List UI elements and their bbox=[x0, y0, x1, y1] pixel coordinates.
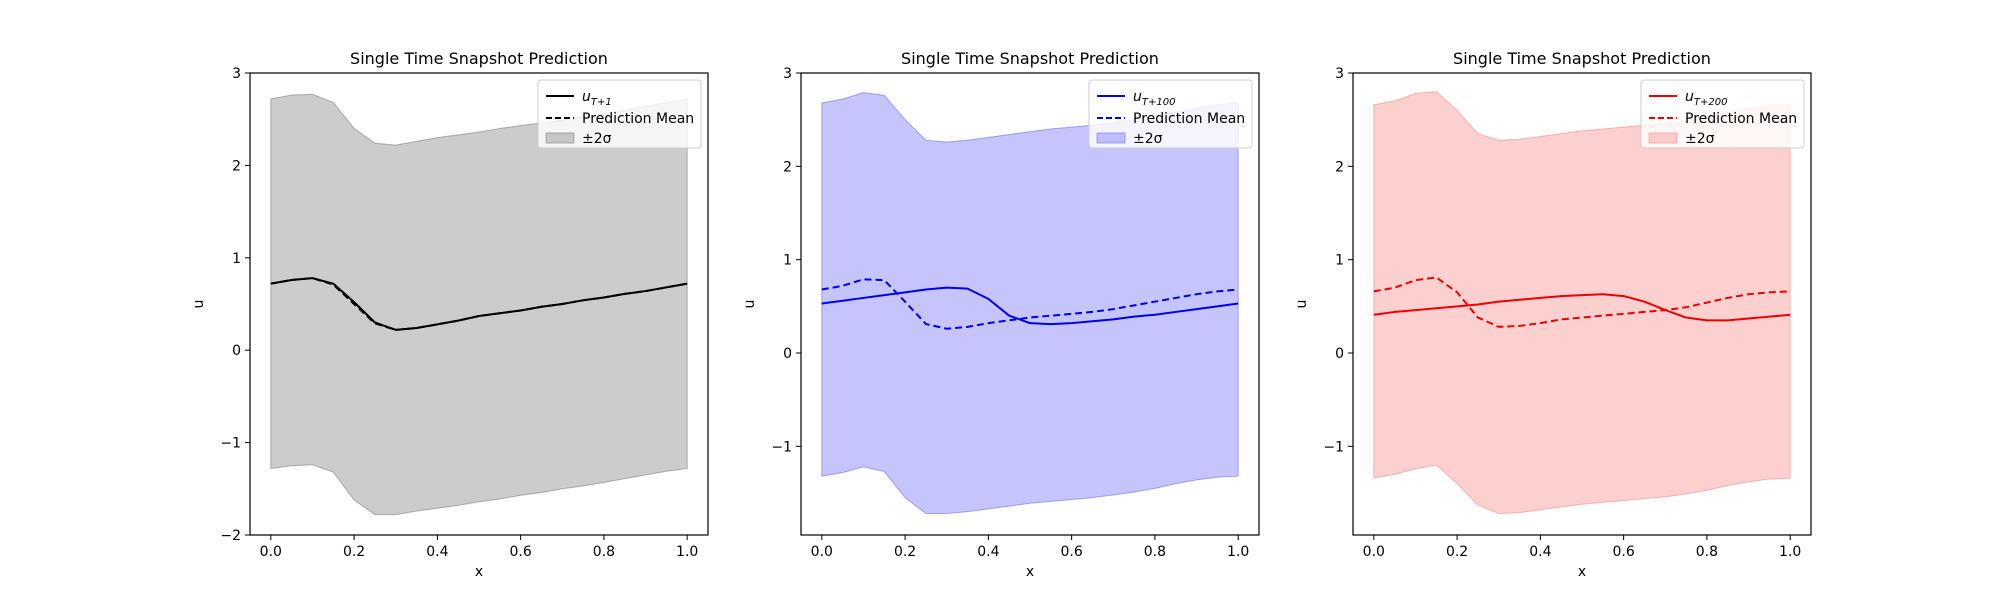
x-tick-label: 0.8 bbox=[1696, 544, 1718, 560]
truth-line bbox=[821, 286, 1239, 326]
legend: uT+200 Prediction Mean ±2σ bbox=[1640, 79, 1805, 149]
y-tick-label: 3 bbox=[783, 66, 792, 82]
legend-truth-label: uT+1 bbox=[582, 89, 612, 108]
legend-truth-label: uT+200 bbox=[1685, 89, 1727, 108]
x-tick-label: 0.4 bbox=[1529, 544, 1551, 560]
x-tick-label: 0.2 bbox=[894, 544, 916, 560]
y-tick-label: 1 bbox=[783, 253, 792, 269]
legend-box bbox=[1088, 79, 1253, 149]
legend: uT+100 Prediction Mean ±2σ bbox=[1088, 79, 1253, 149]
y-tick-label: −1 bbox=[220, 436, 241, 452]
y-tick-label: −1 bbox=[1323, 439, 1344, 455]
legend-truth-subscript: T+1 bbox=[591, 97, 612, 108]
x-tick-label: 0.2 bbox=[343, 544, 365, 560]
uncertainty-band bbox=[821, 92, 1239, 515]
y-tick-label: 2 bbox=[1335, 159, 1344, 175]
plot-frame bbox=[249, 72, 709, 536]
prediction-mean-line bbox=[270, 277, 688, 331]
uncertainty-band bbox=[1373, 91, 1791, 515]
prediction-mean-line bbox=[1373, 276, 1791, 328]
chart-title: Single Time Snapshot Prediction bbox=[1453, 49, 1711, 68]
legend-truth-subscript: T+100 bbox=[1142, 97, 1176, 108]
legend-mean-label: Prediction Mean bbox=[1685, 111, 1797, 127]
y-tick-label: 2 bbox=[232, 158, 241, 174]
legend-truth-subscript: T+200 bbox=[1694, 97, 1728, 108]
x-tick-label: 0.2 bbox=[1446, 544, 1468, 560]
truth-line bbox=[1373, 293, 1791, 322]
plot-frame bbox=[1352, 72, 1812, 536]
legend-band-label: ±2σ bbox=[582, 131, 612, 147]
x-tick-label: 0.6 bbox=[510, 544, 532, 560]
legend-truth-symbol: u bbox=[1133, 89, 1142, 105]
prediction-mean-line bbox=[821, 278, 1239, 330]
x-tick-label: 1.0 bbox=[676, 544, 698, 560]
y-tick-label: −1 bbox=[771, 439, 792, 455]
plot-frame bbox=[800, 72, 1260, 536]
y-tick-label: 1 bbox=[232, 251, 241, 267]
y-tick-label: 0 bbox=[232, 343, 241, 359]
legend-mean-label: Prediction Mean bbox=[1133, 111, 1245, 127]
y-tick-label: 3 bbox=[1335, 66, 1344, 82]
x-axis-label: x bbox=[1026, 564, 1034, 580]
legend-mean-label: Prediction Mean bbox=[582, 111, 694, 127]
chart-panel-3: 0.0 0.2 0.4 0.6 0.8 1.0 −1 0 1 2 3 Single Time Snap… bbox=[1294, 49, 1812, 580]
chart-panel-1: 0.0 0.2 0.4 0.6 0.8 1.0 −2 −1 0 1 2 3 Single Time Sn… bbox=[191, 49, 709, 580]
y-tick-label: 0 bbox=[783, 346, 792, 362]
y-tick-label: 3 bbox=[232, 66, 241, 82]
x-axis-label: x bbox=[475, 564, 483, 580]
uncertainty-band bbox=[270, 93, 688, 516]
legend-band-swatch bbox=[1648, 132, 1678, 144]
legend-band-label: ±2σ bbox=[1685, 131, 1715, 147]
legend-band-label: ±2σ bbox=[1133, 131, 1163, 147]
y-axis-label: u bbox=[742, 300, 758, 309]
legend-box bbox=[537, 79, 702, 149]
legend-band-swatch bbox=[545, 132, 575, 144]
y-axis-label: u bbox=[1294, 300, 1310, 309]
legend-truth-symbol: u bbox=[1685, 89, 1694, 105]
x-tick-label: 0.4 bbox=[426, 544, 448, 560]
legend-truth-symbol: u bbox=[582, 89, 591, 105]
y-tick-label: 1 bbox=[1335, 253, 1344, 269]
x-tick-label: 0.8 bbox=[1144, 544, 1166, 560]
chart-title: Single Time Snapshot Prediction bbox=[901, 49, 1159, 68]
y-tick-label: 0 bbox=[1335, 346, 1344, 362]
x-tick-label: 0.6 bbox=[1613, 544, 1635, 560]
x-tick-label: 0.0 bbox=[1363, 544, 1385, 560]
x-tick-label: 1.0 bbox=[1779, 544, 1801, 560]
chart-panel-2: 0.0 0.2 0.4 0.6 0.8 1.0 −1 0 1 2 3 Single Time Snap… bbox=[742, 49, 1260, 580]
chart-title: Single Time Snapshot Prediction bbox=[350, 49, 608, 68]
legend-band-swatch bbox=[1096, 132, 1126, 144]
legend-truth-label: uT+100 bbox=[1133, 89, 1175, 108]
y-axis-label: u bbox=[191, 300, 207, 309]
x-tick-label: 0.4 bbox=[977, 544, 999, 560]
x-axis-label: x bbox=[1578, 564, 1586, 580]
x-tick-label: 0.0 bbox=[260, 544, 282, 560]
legend: uT+1 Prediction Mean ±2σ bbox=[537, 79, 702, 149]
legend-box bbox=[1640, 79, 1805, 149]
x-tick-label: 0.0 bbox=[811, 544, 833, 560]
x-tick-label: 1.0 bbox=[1227, 544, 1249, 560]
y-tick-label: −2 bbox=[220, 528, 241, 544]
x-tick-label: 0.8 bbox=[593, 544, 615, 560]
y-tick-label: 2 bbox=[783, 159, 792, 175]
x-tick-label: 0.6 bbox=[1061, 544, 1083, 560]
